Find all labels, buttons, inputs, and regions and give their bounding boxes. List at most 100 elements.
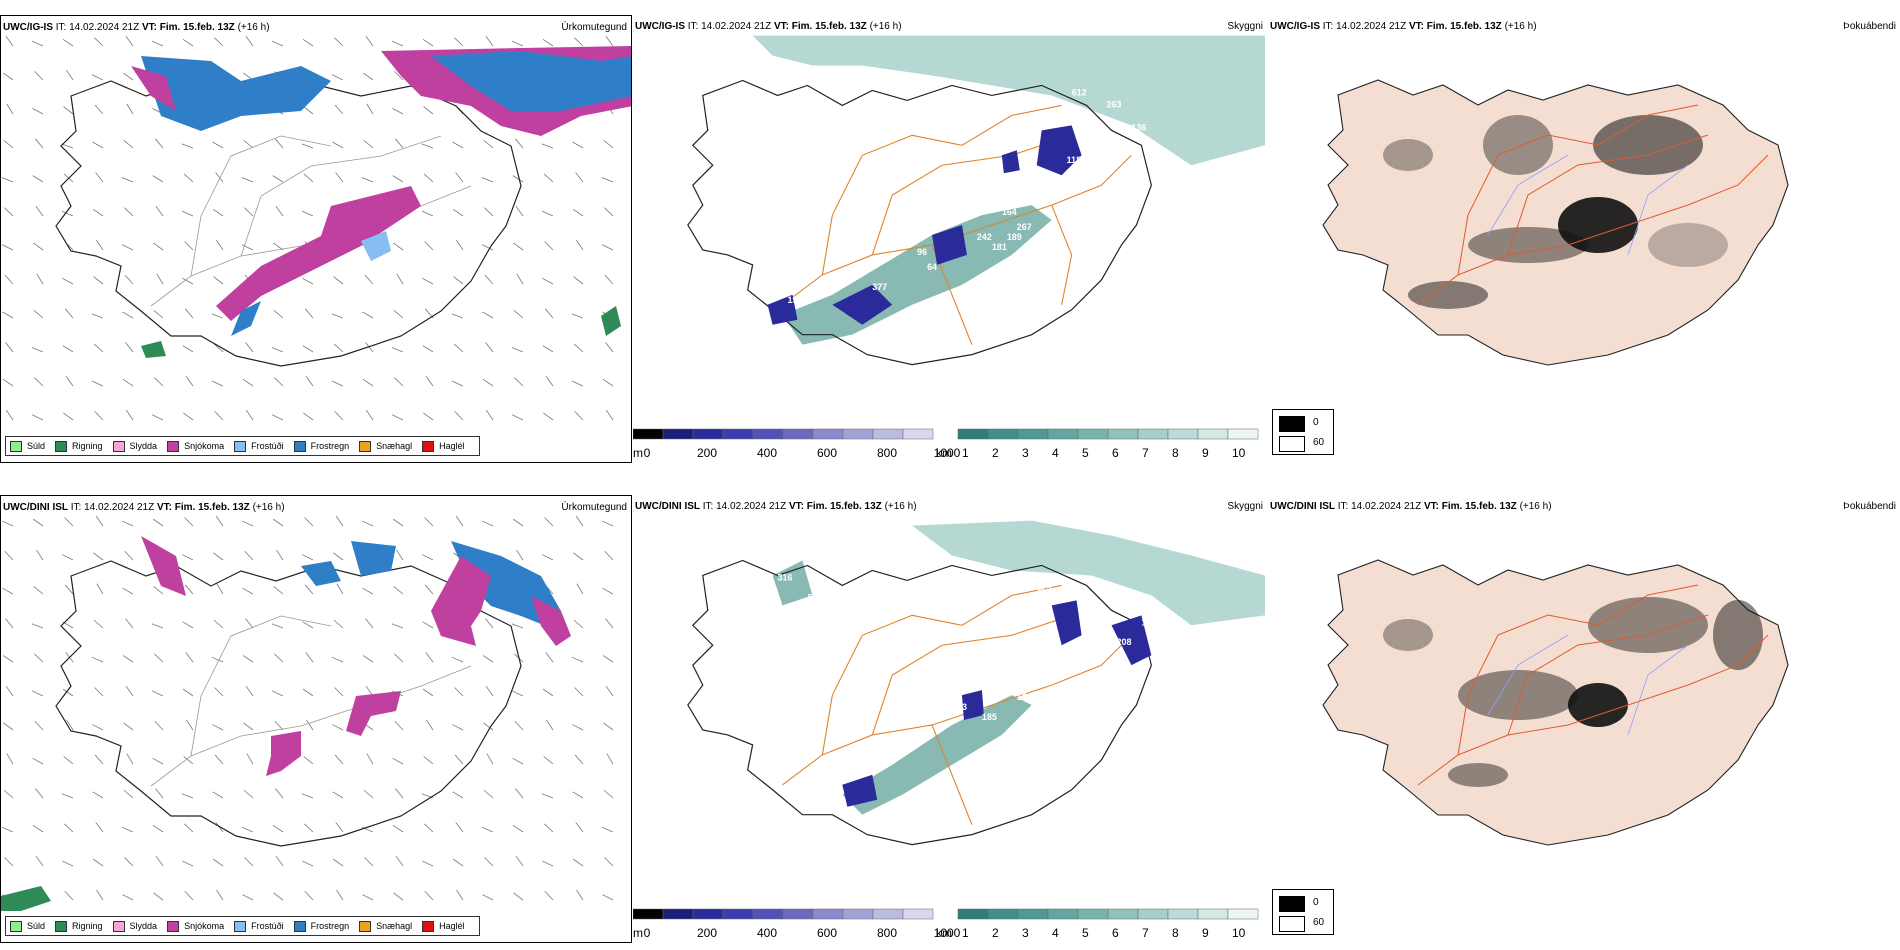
wind-barb — [5, 409, 14, 421]
vis-scale-tick: 4 — [1052, 446, 1059, 460]
wind-barb — [482, 378, 494, 387]
wind-barb — [126, 753, 134, 765]
vis-label: 115 — [1107, 145, 1121, 155]
wind-barb — [183, 412, 194, 421]
wind-barb — [572, 858, 584, 867]
wind-barb — [151, 690, 164, 697]
wind-barb — [34, 138, 44, 149]
legend-item: Haglél — [422, 920, 465, 932]
wind-barb — [181, 793, 194, 799]
legend-item: Rigning — [55, 920, 103, 932]
wind-barb — [32, 757, 44, 765]
wind-barb — [65, 376, 74, 387]
vis-scale-unit: km — [936, 926, 952, 940]
wind-barb — [334, 687, 344, 697]
wind-barb — [513, 242, 524, 251]
wind-barb — [271, 623, 284, 629]
wind-barb — [96, 583, 104, 595]
precip-type-panel-bottom: UWC/DINI ISL IT: 14.02.2024 21Z VT: Fim.… — [0, 495, 632, 943]
height-scale: m 0 200 400 600 800 1000 — [633, 908, 961, 940]
wind-barb — [274, 720, 284, 731]
wind-barb — [245, 618, 254, 629]
wind-barb — [574, 411, 584, 421]
precip-type-legend: Súld Rigning Slydda Snjókoma Frostúði Fr… — [5, 436, 480, 456]
wind-barb — [393, 242, 404, 251]
rivers — [1487, 634, 1689, 736]
wind-barb — [275, 788, 284, 799]
wind-barb — [512, 175, 524, 183]
wind-barb — [423, 106, 434, 115]
height-scale-unit: m — [633, 446, 643, 460]
wind-barb — [511, 347, 524, 353]
wind-barb — [36, 273, 44, 285]
wind-barb — [605, 409, 614, 421]
wind-barb — [184, 308, 194, 319]
wind-barb — [394, 377, 404, 387]
wind-barb — [125, 618, 134, 629]
height-scale-tick: 1000 — [934, 926, 961, 940]
wind-barb — [362, 587, 374, 595]
legend-item: Frostúði — [234, 920, 284, 932]
wind-barb — [122, 894, 134, 901]
wind-barb — [33, 586, 44, 595]
wind-barb — [271, 690, 284, 697]
wind-barb — [511, 623, 524, 629]
wind-barb — [606, 753, 614, 765]
wind-barb — [455, 516, 464, 527]
wind-barb — [2, 378, 14, 387]
panel-variable: Úrkomutegund — [561, 22, 627, 33]
wind-barb — [514, 377, 524, 387]
wind-barb — [61, 210, 74, 217]
wind-barb — [332, 791, 344, 799]
wind-barb — [93, 552, 104, 561]
vis-scale-tick: 10 — [1232, 446, 1246, 460]
wind-barb — [241, 177, 254, 183]
legend-swatch — [359, 920, 372, 932]
wind-barb — [4, 857, 14, 867]
wind-barb — [422, 688, 434, 697]
wind-barb — [35, 788, 44, 799]
height-scale-tick: 400 — [757, 446, 777, 460]
wind-barb — [485, 618, 494, 629]
wind-barb — [303, 756, 314, 765]
height-scale: m 0 200 400 600 800 1000 — [633, 428, 961, 460]
wind-barb — [95, 516, 104, 527]
wind-barb — [91, 313, 104, 319]
wind-barb — [392, 108, 404, 115]
wind-barb — [152, 757, 164, 765]
wind-barb — [453, 276, 464, 285]
legend-swatch — [234, 920, 247, 932]
wind-barb — [514, 720, 524, 731]
wind-barb — [215, 516, 224, 527]
wind-barb — [456, 889, 464, 901]
height-scale-bin — [782, 428, 814, 440]
wind-barb — [301, 143, 314, 149]
legend-swatch — [293, 920, 306, 932]
wind-barb — [182, 38, 194, 47]
height-scale-bin — [633, 908, 664, 920]
wind-barb — [94, 754, 104, 765]
wind-barb — [455, 822, 464, 833]
wind-barb — [544, 890, 554, 901]
height-scale-tick: 400 — [757, 926, 777, 940]
fog-map — [1322, 79, 1789, 366]
vis-scale-tick: 3 — [1022, 926, 1029, 940]
wind-barb — [215, 822, 224, 833]
wind-barb — [605, 36, 614, 47]
wind-barb — [306, 719, 314, 731]
wind-barb — [91, 380, 104, 387]
wind-barb — [94, 104, 104, 115]
wind-barb — [572, 724, 584, 731]
wind-barb — [573, 619, 584, 629]
wind-barb — [32, 414, 44, 421]
wind-barb — [424, 890, 434, 901]
wind-barb — [183, 823, 194, 833]
wind-barb — [274, 377, 284, 387]
height-scale-bin — [722, 428, 754, 440]
wind-barb — [452, 858, 464, 867]
wind-barb — [421, 143, 434, 149]
wind-barb — [5, 618, 14, 629]
wind-barb — [332, 141, 344, 149]
wind-barb — [32, 825, 44, 833]
vis-label: 267 — [1017, 222, 1032, 232]
